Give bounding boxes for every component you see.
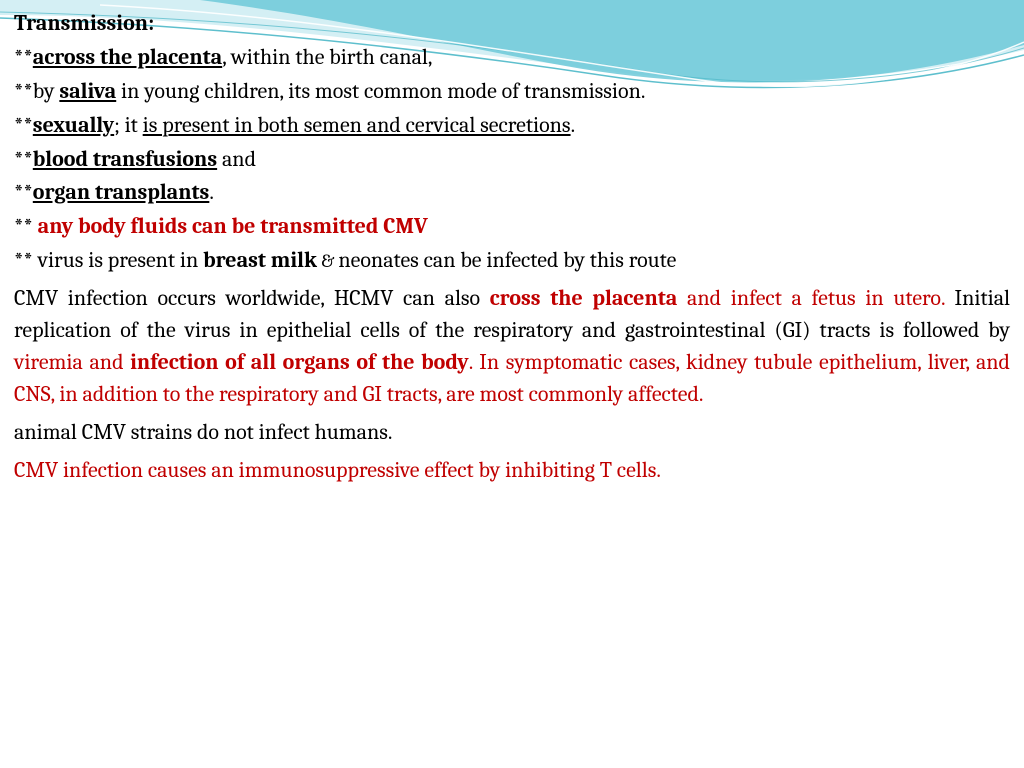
paragraph-immunosuppressive: CMV infection causes an immunosuppressiv… [14, 455, 1010, 487]
bullet-saliva: **by saliva in young children, its most … [14, 76, 1010, 108]
heading-transmission: Transmission: [14, 8, 1010, 40]
bullet-placenta: **across the placenta, within the birth … [14, 42, 1010, 74]
slide-content: Transmission: **across the placenta, wit… [0, 0, 1024, 496]
bullet-breast-milk: ** virus is present in breast milk & neo… [14, 245, 1010, 277]
paragraph-worldwide: CMV infection occurs worldwide, HCMV can… [14, 283, 1010, 411]
paragraph-animal-strains: animal CMV strains do not infect humans. [14, 417, 1010, 449]
bullet-body-fluids: ** any body fluids can be transmitted CM… [14, 211, 1010, 243]
bullet-blood: **blood transfusions and [14, 144, 1010, 176]
bullet-sexually: **sexually; it is present in both semen … [14, 110, 1010, 142]
bullet-organ: **organ transplants. [14, 177, 1010, 209]
